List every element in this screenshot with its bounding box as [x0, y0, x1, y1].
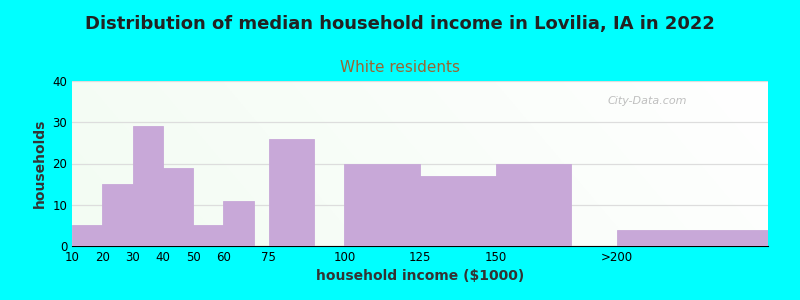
- Text: Distribution of median household income in Lovilia, IA in 2022: Distribution of median household income …: [85, 15, 715, 33]
- Bar: [223, 201, 254, 246]
- Bar: [193, 225, 223, 246]
- Bar: [133, 126, 162, 246]
- Bar: [162, 168, 193, 246]
- Y-axis label: households: households: [33, 119, 46, 208]
- Bar: [496, 164, 571, 246]
- Text: White residents: White residents: [340, 60, 460, 75]
- X-axis label: household income ($1000): household income ($1000): [316, 269, 524, 284]
- Bar: [617, 230, 768, 246]
- Text: City-Data.com: City-Data.com: [608, 96, 687, 106]
- Bar: [420, 176, 496, 246]
- Bar: [269, 139, 314, 246]
- Bar: [102, 184, 133, 246]
- Bar: [72, 225, 102, 246]
- Bar: [344, 164, 420, 246]
